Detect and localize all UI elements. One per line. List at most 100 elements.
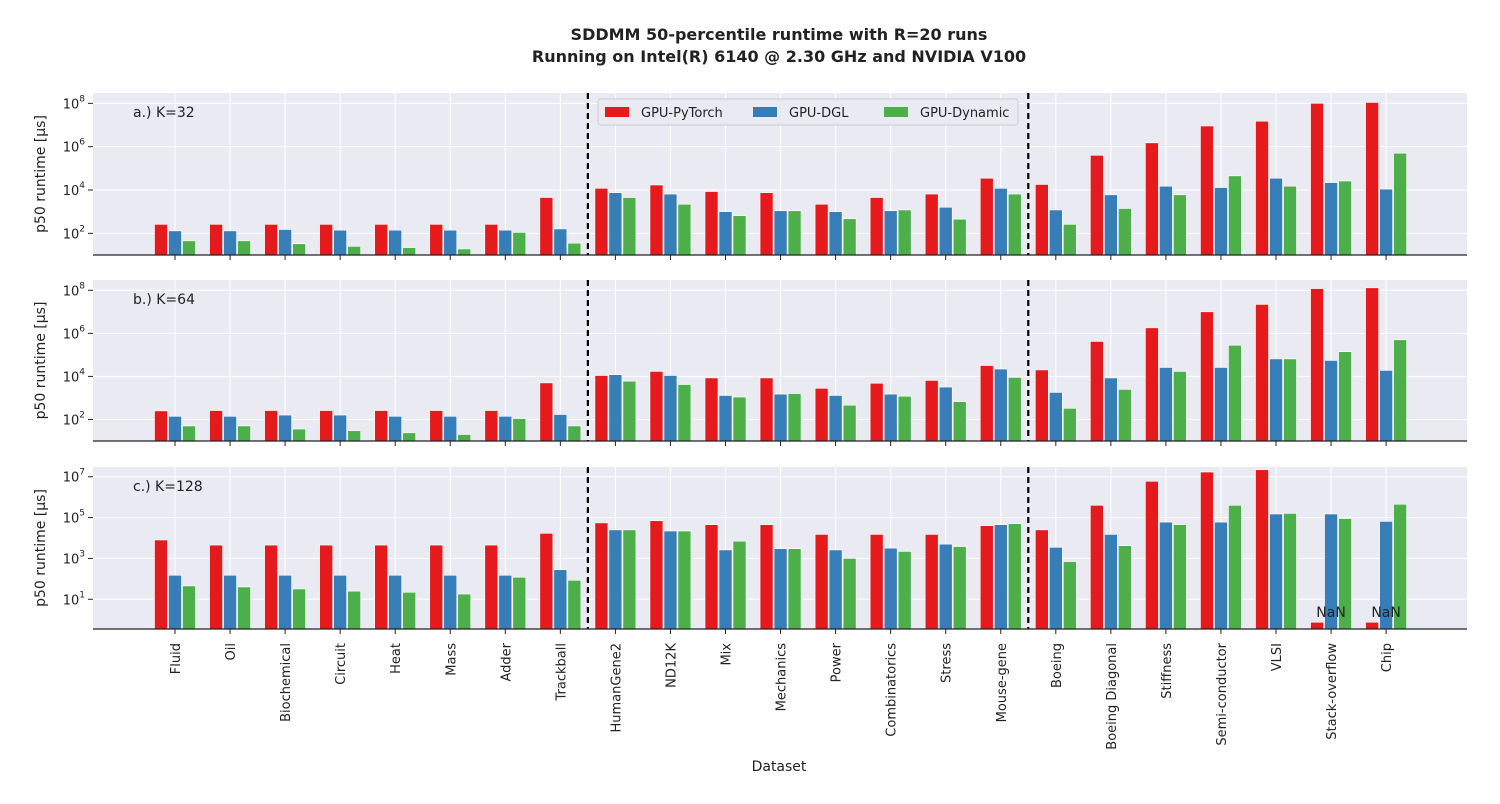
- x-tick-label: Mix: [720, 643, 735, 666]
- bar-gpu-pytorch-mechanics: [759, 377, 774, 442]
- bar-gpu-dgl-adder: [498, 574, 513, 630]
- bar-gpu-dynamic-heat: [402, 591, 417, 630]
- bar-gpu-dynamic-mouse-gene: [1007, 523, 1022, 630]
- chart-title-line2: Running on Intel(R) 6140 @ 2.30 GHz and …: [532, 47, 1026, 66]
- x-tick-label: Biochemical: [279, 643, 294, 722]
- x-tick-label: Circuit: [334, 643, 349, 685]
- bar-gpu-pytorch-power: [814, 534, 829, 630]
- bar-gpu-dynamic-vlsi: [1283, 358, 1297, 442]
- bar-gpu-dgl-mix: [718, 549, 733, 630]
- bar-gpu-pytorch-mass: [429, 410, 444, 442]
- bar-gpu-dynamic-power: [842, 218, 857, 256]
- x-tick-label: Fluid: [169, 643, 184, 674]
- bar-gpu-dynamic-combinatorics: [897, 551, 912, 630]
- bar-gpu-pytorch-oil: [209, 410, 223, 442]
- bar-gpu-dgl-power: [828, 395, 843, 442]
- bar-gpu-dynamic-power: [842, 558, 857, 630]
- bar-gpu-dgl-boeing: [1049, 209, 1063, 256]
- bar-gpu-pytorch-stiffness: [1145, 142, 1159, 256]
- bar-gpu-dgl-biochemical: [278, 229, 292, 256]
- bar-gpu-dynamic-boeing-diagonal: [1118, 545, 1132, 630]
- bar-gpu-dynamic-mechanics: [787, 210, 802, 256]
- bar-gpu-dynamic-nd12k: [677, 203, 692, 256]
- bar-gpu-dgl-mouse-gene: [993, 368, 1008, 442]
- y-tick-label: 104: [63, 181, 86, 199]
- bar-gpu-pytorch-heat: [374, 224, 389, 256]
- x-tick-label: Trackball: [554, 643, 569, 701]
- bar-gpu-dgl-mechanics: [773, 210, 788, 256]
- y-tick-label: 103: [63, 549, 85, 567]
- bar-gpu-pytorch-fluid: [154, 539, 168, 630]
- bar-gpu-pytorch-stack-overflow: [1310, 103, 1324, 256]
- bar-gpu-pytorch-semi-conductor: [1200, 311, 1214, 442]
- nan-annotation: NaN: [1316, 605, 1346, 621]
- bar-gpu-pytorch-heat: [374, 410, 389, 442]
- bar-gpu-dgl-circuit: [333, 574, 347, 630]
- bar-gpu-dynamic-semi-conductor: [1228, 504, 1242, 630]
- bar-gpu-dynamic-fluid: [182, 240, 196, 256]
- bar-gpu-dgl-boeing: [1049, 547, 1063, 630]
- bar-gpu-dgl-biochemical: [278, 414, 292, 442]
- bar-gpu-dynamic-trackball: [567, 242, 582, 256]
- bar-gpu-pytorch-trackball: [539, 532, 554, 630]
- bar-gpu-dgl-chip: [1379, 370, 1393, 442]
- bar-gpu-dgl-heat: [388, 574, 403, 630]
- legend-box: [597, 98, 1019, 126]
- y-tick-label: 102: [63, 410, 85, 428]
- bar-gpu-dynamic-adder: [512, 232, 527, 256]
- bar-gpu-pytorch-mechanics: [759, 524, 774, 630]
- y-tick-exponent: 2: [79, 224, 85, 234]
- bar-gpu-dynamic-mass: [457, 434, 472, 442]
- bar-gpu-dgl-heat: [388, 229, 403, 256]
- bar-gpu-pytorch-stress: [924, 380, 939, 442]
- y-tick-exponent: 2: [79, 410, 85, 420]
- legend: GPU-PyTorch GPU-DGL GPU-Dynamic: [597, 98, 1019, 126]
- bar-gpu-pytorch-oil: [209, 224, 223, 256]
- bar-gpu-dgl-stack-overflow: [1324, 182, 1338, 256]
- bar-gpu-pytorch-nd12k: [649, 184, 664, 256]
- bar-gpu-dynamic-oil: [237, 240, 251, 256]
- x-tick-label: Mechanics: [775, 643, 790, 712]
- bar-gpu-dgl-trackball: [553, 228, 568, 256]
- bar-gpu-dgl-mechanics: [773, 393, 788, 442]
- bar-gpu-dgl-oil: [223, 230, 237, 256]
- bar-gpu-dgl-semi-conductor: [1214, 187, 1228, 256]
- bar-gpu-pytorch-humangene2: [594, 522, 609, 630]
- bar-gpu-dynamic-stack-overflow: [1338, 351, 1352, 442]
- bar-gpu-pytorch-vlsi: [1255, 304, 1269, 442]
- bar-gpu-dgl-mechanics: [773, 548, 788, 630]
- bar-gpu-dynamic-nd12k: [677, 530, 692, 630]
- x-tick-label: VLSI: [1270, 643, 1285, 671]
- bar-gpu-pytorch-vlsi: [1255, 120, 1269, 256]
- bar-gpu-pytorch-semi-conductor: [1200, 125, 1214, 256]
- bar-gpu-dgl-humangene2: [608, 374, 623, 442]
- bar-gpu-pytorch-trackball: [539, 382, 554, 442]
- bar-gpu-pytorch-power: [814, 203, 829, 256]
- bar-gpu-dynamic-circuit: [347, 430, 361, 442]
- bar-gpu-dynamic-boeing: [1063, 561, 1077, 630]
- bar-gpu-dynamic-stack-overflow: [1338, 180, 1352, 256]
- bar-gpu-dgl-mix: [718, 211, 733, 256]
- bar-gpu-dynamic-trackball: [567, 579, 582, 630]
- y-tick-exponent: 5: [79, 509, 85, 519]
- x-tick-label: Boeing: [1050, 643, 1065, 688]
- bar-gpu-dynamic-adder: [512, 418, 527, 442]
- bar-gpu-pytorch-humangene2: [594, 375, 609, 442]
- panel-1: 102 104 106 108 a.) K=32 p50 runtime [µs] GPU-…: [33, 93, 1467, 260]
- y-tick-label: 105: [63, 509, 85, 527]
- bar-gpu-pytorch-chip: [1365, 102, 1379, 256]
- bar-gpu-dynamic-oil: [237, 586, 251, 630]
- bar-gpu-dgl-oil: [223, 416, 237, 442]
- x-tick-label: Semi-conductor: [1215, 642, 1230, 745]
- bar-gpu-pytorch-mouse-gene: [979, 365, 994, 442]
- bar-gpu-pytorch-adder: [484, 544, 499, 630]
- bar-gpu-pytorch-stress: [924, 193, 939, 256]
- bar-gpu-dynamic-fluid: [182, 425, 196, 442]
- bar-gpu-dynamic-semi-conductor: [1228, 175, 1242, 256]
- bar-gpu-dynamic-stiffness: [1173, 194, 1187, 256]
- bar-gpu-dynamic-mix: [732, 215, 747, 256]
- bar-gpu-pytorch-fluid: [154, 224, 168, 256]
- bar-gpu-dynamic-chip: [1393, 152, 1407, 256]
- bar-gpu-pytorch-boeing-diagonal: [1090, 504, 1104, 630]
- bar-gpu-dynamic-combinatorics: [897, 395, 912, 442]
